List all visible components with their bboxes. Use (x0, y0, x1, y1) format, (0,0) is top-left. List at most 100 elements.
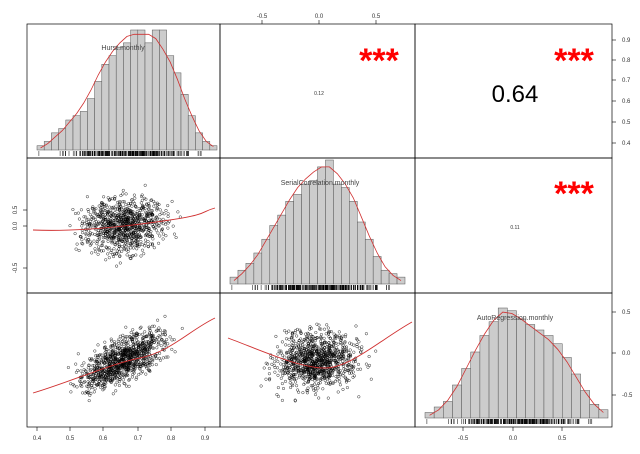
scatter-point (326, 364, 330, 368)
histogram-bar-serial-correlation (341, 187, 350, 285)
scatter-point (297, 339, 301, 343)
histogram-bar-autoregression (488, 321, 499, 419)
scatter-point (116, 200, 120, 204)
histogram-bar-hurst (108, 55, 117, 151)
scatter-point (141, 336, 145, 340)
scatter-point (308, 325, 312, 329)
histogram-bar-autoregression (452, 384, 462, 419)
tick-label-right: 0.6 (622, 99, 631, 105)
scatter-point (95, 361, 99, 365)
scatter-point (133, 336, 137, 340)
scatter-point (125, 253, 129, 257)
scatter-point (91, 378, 95, 382)
scatter-point (124, 214, 128, 218)
scatter-point (305, 337, 309, 341)
scatter-point (148, 346, 152, 350)
scatter-point (90, 217, 94, 221)
scatter-point (150, 242, 154, 246)
scatter-point (94, 207, 98, 211)
scatter-point (96, 343, 100, 347)
scatter-point (112, 235, 116, 239)
scatter-point (123, 210, 127, 214)
histogram-bar-autoregression (479, 335, 490, 419)
scatter-point (89, 240, 93, 244)
scatter-point (121, 218, 125, 222)
tick-label-left: 0.0 (13, 221, 19, 230)
scatter-point (101, 216, 105, 220)
scatter-point (113, 343, 117, 347)
scatter-point (131, 254, 135, 258)
scatter-point (130, 339, 134, 343)
scatter-point (155, 216, 159, 220)
histogram-bar-hurst (173, 72, 182, 151)
histogram-bar-serial-correlation (364, 238, 374, 285)
scatter-point (147, 201, 151, 205)
scatter-point (143, 348, 147, 352)
scatter-point (300, 341, 304, 345)
scatter-point (155, 222, 159, 226)
scatter-point (121, 370, 125, 374)
scatter-point (131, 228, 135, 232)
scatter-point (295, 384, 299, 388)
scatter-point (152, 324, 156, 328)
scatter-point (118, 357, 122, 361)
tick-label-right: 0.9 (622, 38, 631, 44)
scatter-point (161, 237, 165, 241)
scatter-point (328, 381, 332, 385)
scatter-point (73, 211, 77, 215)
histogram-bar-serial-correlation (269, 225, 278, 285)
scatter-point (161, 333, 165, 337)
scatter-point (132, 230, 136, 234)
scatter-point (156, 318, 160, 322)
scatter-point (87, 237, 91, 241)
scatter-point (158, 208, 162, 212)
scatter-point (329, 366, 333, 370)
scatter-point (128, 242, 132, 246)
scatter-point (303, 381, 307, 385)
scatter-point (108, 235, 112, 239)
scatter-autoregression-vs-serial (259, 322, 378, 403)
scatter-point (350, 371, 354, 375)
scatter-point (104, 245, 108, 249)
scatter-point (118, 232, 122, 236)
scatter-point (301, 359, 305, 363)
scatter-point (104, 258, 108, 262)
scatter-point (109, 239, 113, 243)
scatter-point (117, 211, 121, 215)
scatter-point (155, 206, 159, 210)
scatter-point (290, 365, 294, 369)
scatter-point (359, 350, 363, 354)
scatter-point (338, 349, 342, 353)
scatter-point (147, 325, 151, 329)
scatter-point (115, 343, 119, 347)
scatter-point (103, 340, 107, 344)
scatter-point (276, 394, 280, 398)
scatter-point (137, 373, 141, 377)
scatter-point (332, 344, 336, 348)
scatter-point (319, 361, 323, 365)
scatter-point (309, 375, 313, 379)
scatter-point (125, 220, 129, 224)
scatter-point (156, 343, 160, 347)
scatter-point (103, 208, 107, 212)
scatter-point (310, 368, 314, 372)
scatter-point (72, 384, 76, 388)
scatter-point (319, 341, 323, 345)
scatter-point (139, 371, 143, 375)
scatter-point (124, 216, 128, 220)
scatter-point (131, 335, 135, 339)
scatter-point (122, 200, 126, 204)
scatter-point (120, 364, 124, 368)
scatter-point (309, 333, 313, 337)
chart-marks (32, 29, 609, 424)
scatter-point (328, 344, 332, 348)
scatter-point (296, 359, 300, 363)
scatter-point (345, 364, 349, 368)
scatter-point (82, 368, 86, 372)
scatter-point (276, 360, 280, 364)
scatter-point (105, 208, 109, 212)
scatter-point (134, 365, 138, 369)
scatter-point (348, 341, 352, 345)
histogram-bar-hurst (94, 81, 103, 151)
scatter-point (163, 340, 167, 344)
